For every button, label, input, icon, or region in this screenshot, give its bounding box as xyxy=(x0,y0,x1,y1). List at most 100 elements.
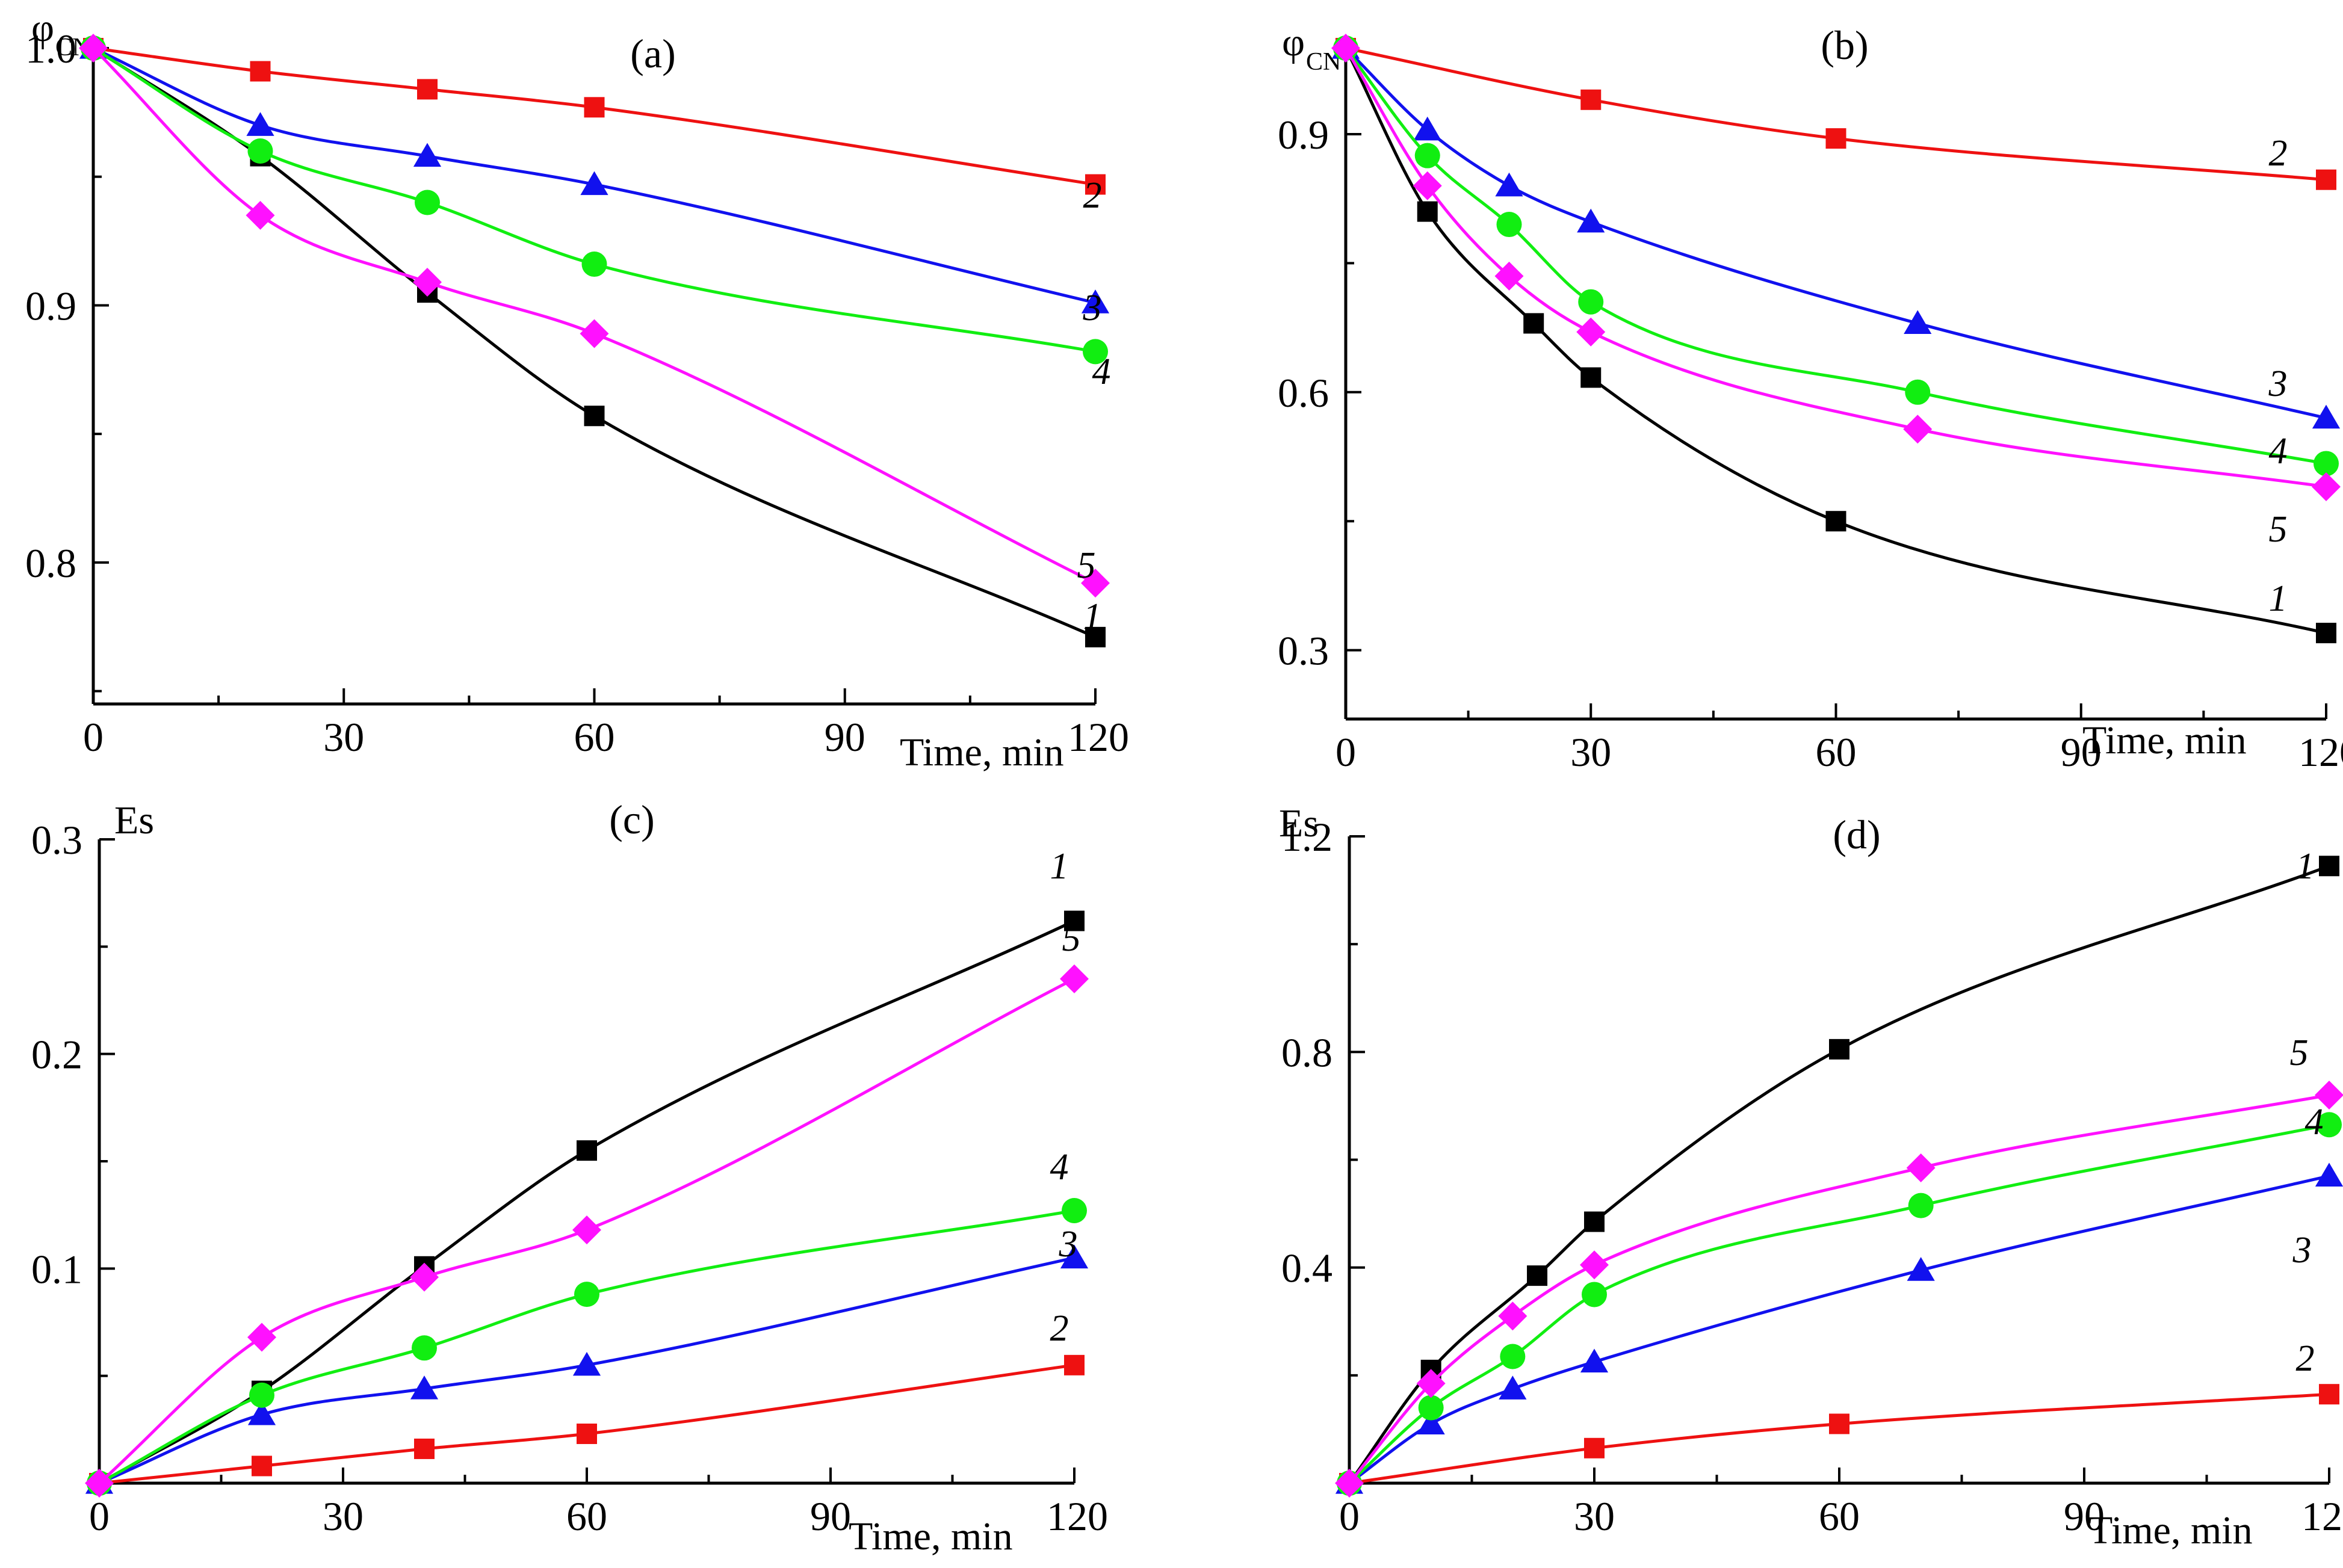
data-point xyxy=(252,1455,272,1477)
series-line xyxy=(98,977,1076,1484)
data-point xyxy=(249,1382,274,1408)
data-point xyxy=(85,1469,114,1498)
data-point xyxy=(577,1423,597,1444)
series-5: 5 xyxy=(85,918,1089,1498)
data-point xyxy=(1416,1369,1446,1398)
data-point xyxy=(1064,910,1085,931)
data-point xyxy=(1496,212,1522,238)
data-point xyxy=(577,1140,597,1161)
data-point xyxy=(1085,174,1106,195)
data-point xyxy=(1907,1257,1935,1281)
data-point xyxy=(1523,313,1544,334)
data-point xyxy=(1331,34,1360,63)
y-tick-label: 0.1 xyxy=(31,1246,82,1292)
data-point xyxy=(1825,511,1846,532)
series-label: 3 xyxy=(1083,288,1102,329)
series-2: 2 xyxy=(89,1308,1085,1493)
series-label: 2 xyxy=(1083,175,1102,216)
series-label: 4 xyxy=(2269,431,2288,472)
data-point xyxy=(1829,1039,1849,1060)
series-5: 5 xyxy=(1331,34,2341,550)
y-tick-label: 0.3 xyxy=(1278,628,1329,674)
data-point xyxy=(1495,172,1523,197)
series-line xyxy=(99,1363,1075,1485)
data-point xyxy=(1578,289,1604,315)
data-point xyxy=(1584,1437,1605,1458)
series-label: 5 xyxy=(1077,545,1096,586)
series-label: 2 xyxy=(2269,133,2288,174)
series-line xyxy=(1344,47,2327,489)
data-point xyxy=(574,1282,599,1307)
series-line xyxy=(92,46,1096,353)
x-tick-label: 30 xyxy=(323,1493,364,1539)
series-line xyxy=(1345,47,2327,420)
series-line xyxy=(1348,864,2330,1484)
data-point xyxy=(1577,208,1605,233)
data-point xyxy=(414,1438,435,1459)
y-tick-label: 0.3 xyxy=(31,817,82,863)
data-point xyxy=(572,1351,601,1376)
data-point xyxy=(1905,379,1931,405)
series-line xyxy=(1345,47,2327,465)
data-point xyxy=(2317,1112,2342,1138)
data-point xyxy=(1580,367,1602,388)
data-point xyxy=(1417,1410,1445,1435)
series-5: 5 xyxy=(1335,1032,2343,1498)
series-line xyxy=(92,47,1097,585)
data-point xyxy=(2316,169,2336,190)
data-point xyxy=(413,143,442,167)
data-point xyxy=(247,1401,276,1425)
series-label: 3 xyxy=(1059,1224,1078,1265)
x-tick-label: 90 xyxy=(2061,729,2102,775)
data-point xyxy=(580,171,608,196)
y-axis-title: Es xyxy=(114,798,154,842)
x-tick-label: 30 xyxy=(1570,729,1611,775)
data-point xyxy=(1414,143,1440,168)
data-point xyxy=(1582,1282,1607,1307)
data-point xyxy=(1580,1348,1609,1373)
x-tick-label: 0 xyxy=(1339,1493,1360,1539)
data-point xyxy=(1903,415,1933,444)
data-point xyxy=(250,61,271,82)
x-tick-label: 30 xyxy=(1574,1493,1615,1539)
data-point xyxy=(584,406,605,427)
data-point xyxy=(581,252,607,277)
x-axis-title: Time, min xyxy=(2082,718,2247,762)
series-label: 5 xyxy=(2269,509,2288,550)
x-tick-label: 30 xyxy=(323,714,364,760)
data-point xyxy=(1580,89,1602,110)
y-tick-label: 0.2 xyxy=(31,1032,82,1078)
data-point xyxy=(1498,1301,1527,1331)
data-point xyxy=(410,1262,439,1292)
series-line xyxy=(1349,1392,2330,1485)
series-4: 4 xyxy=(1337,1102,2342,1496)
y-tick-label: 0.8 xyxy=(1281,1029,1332,1075)
y-axis-title: φ xyxy=(31,6,54,50)
series-label: 3 xyxy=(2268,363,2288,404)
series-1: 1 xyxy=(89,846,1085,1493)
data-point xyxy=(1500,1344,1526,1369)
data-point xyxy=(2314,451,2339,477)
series-3: 3 xyxy=(1335,1162,2343,1494)
data-point xyxy=(1499,1375,1527,1400)
data-point xyxy=(1908,1193,1934,1218)
y-tick-label: 0.8 xyxy=(25,540,76,586)
data-point xyxy=(417,79,438,100)
data-point xyxy=(2315,1162,2343,1187)
x-tick-label: 60 xyxy=(1819,1493,1860,1539)
series-label: 1 xyxy=(2269,578,2288,619)
x-tick-label: 0 xyxy=(89,1493,110,1539)
data-point xyxy=(412,1335,437,1361)
chart-panel-d: 0 30 60 90 120 0.4 0.8 1.2 (d) Time, min Es 1 2 3 4 5 xyxy=(1279,801,2343,1552)
panel-title: (d) xyxy=(1833,812,1880,857)
x-tick-label: 60 xyxy=(574,714,615,760)
data-point xyxy=(1829,1413,1849,1434)
data-point xyxy=(1062,1198,1087,1224)
series-line xyxy=(98,1209,1075,1485)
series-label: 3 xyxy=(2292,1230,2312,1271)
data-point xyxy=(246,200,275,230)
x-tick-label: 120 xyxy=(1047,1493,1108,1539)
